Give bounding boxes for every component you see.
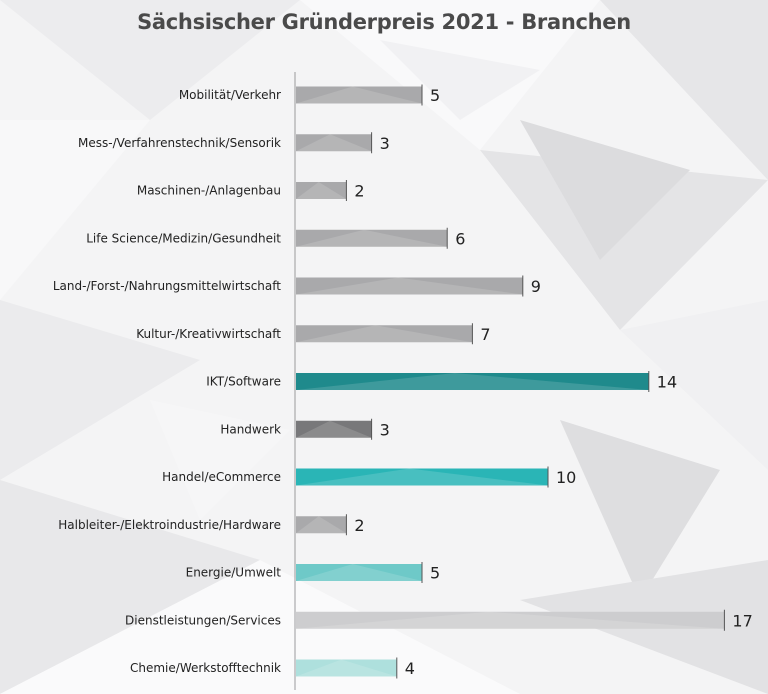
value-label: 3 (380, 420, 390, 439)
value-label: 5 (430, 86, 440, 105)
value-label: 4 (405, 659, 415, 678)
category-label: Kultur-/Kreativwirtschaft (136, 327, 281, 341)
bar (296, 420, 372, 438)
value-label: 2 (354, 182, 364, 201)
bar-texture (296, 468, 548, 486)
bar (296, 229, 448, 247)
bar-texture (296, 420, 372, 438)
value-label: 17 (732, 611, 752, 630)
category-label: IKT/Software (206, 375, 281, 389)
bar (296, 182, 347, 199)
bars-group: Mobilität/Verkehr 5 Mess-/Verfahrenstechni… (53, 84, 753, 679)
bar (296, 659, 397, 677)
bar (296, 468, 548, 486)
bar (296, 277, 523, 295)
value-label: 5 (430, 564, 440, 583)
category-label: Mess-/Verfahrenstechnik/Sensorik (78, 136, 281, 150)
category-label: Energie/Umwelt (186, 566, 282, 580)
bar (296, 134, 372, 152)
value-label: 9 (531, 277, 541, 296)
category-label: Halbleiter-/Elektroindustrie/Hardware (58, 518, 281, 532)
chart-title: Sächsischer Gründerpreis 2021 - Branchen (137, 10, 631, 34)
category-label: Handwerk (220, 422, 281, 436)
bar-texture (296, 277, 523, 295)
value-label: 7 (480, 325, 490, 344)
bar (296, 373, 649, 390)
bar-texture (296, 611, 725, 629)
bar-texture (296, 182, 347, 199)
category-label: Maschinen-/Anlagenbau (137, 184, 281, 198)
bar-texture (296, 373, 649, 390)
bar-texture (296, 325, 473, 343)
value-label: 2 (354, 516, 364, 535)
value-label: 3 (380, 134, 390, 153)
bar-texture (296, 659, 397, 677)
bar (296, 611, 725, 629)
category-label: Chemie/Werkstofftechnik (130, 661, 281, 675)
category-label: Dienstleistungen/Services (125, 613, 281, 627)
bar-texture (296, 134, 372, 152)
bar-texture (296, 516, 347, 534)
category-label: Mobilität/Verkehr (179, 88, 281, 102)
bar (296, 325, 473, 343)
bar-texture (296, 86, 422, 104)
bar-texture (296, 564, 422, 581)
bar-texture (296, 229, 448, 247)
bar (296, 516, 347, 534)
category-label: Handel/eCommerce (162, 470, 281, 484)
bar (296, 86, 422, 104)
value-label: 14 (657, 373, 677, 392)
category-label: Land-/Forst-/Nahrungsmittelwirtschaft (53, 279, 281, 293)
category-label: Life Science/Medizin/Gesundheit (86, 231, 281, 245)
value-label: 10 (556, 468, 576, 487)
bar (296, 564, 422, 581)
value-label: 6 (455, 229, 465, 248)
